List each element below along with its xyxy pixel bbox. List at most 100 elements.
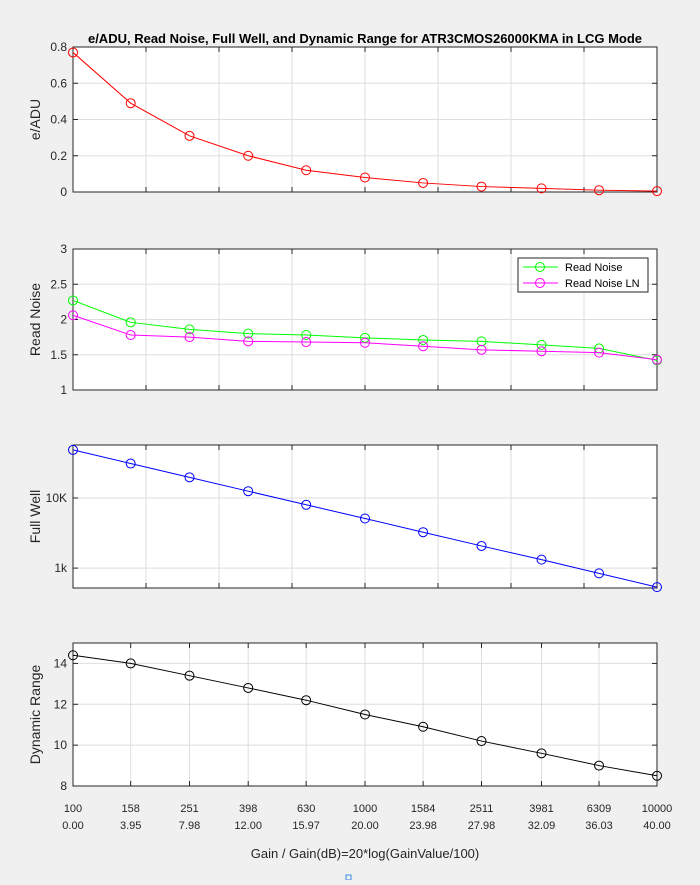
data-point — [418, 527, 429, 538]
data-point — [476, 344, 487, 355]
data-point — [476, 540, 487, 551]
y-tick-label: 10K — [46, 491, 67, 505]
data-point — [68, 310, 78, 321]
data-point — [360, 337, 370, 348]
data-point — [125, 330, 136, 341]
data-point — [301, 330, 312, 341]
data-point — [476, 181, 487, 192]
data-point — [594, 760, 605, 771]
data-point — [184, 324, 195, 335]
data-point — [184, 670, 195, 681]
axes-box — [72, 642, 658, 787]
x-tick-label-db: 32.09 — [528, 820, 556, 832]
y-axis-label: e/ADU — [27, 99, 43, 140]
data-point — [536, 748, 547, 759]
data-point — [418, 334, 429, 345]
x-tick-label-gain: 6309 — [587, 803, 611, 815]
data-point — [418, 341, 429, 352]
subplot-1: 0 0.2 0.4 0.6 0.8 e/ADU — [27, 40, 662, 199]
axes-box — [72, 46, 658, 193]
x-tick-label-db: 20.00 — [351, 820, 379, 832]
y-tick-label: 10 — [54, 738, 68, 752]
data-point — [68, 47, 78, 58]
legend-marker — [535, 278, 545, 288]
y-tick-label: 1k — [54, 561, 68, 575]
data-point — [243, 150, 254, 161]
data-point — [536, 339, 547, 350]
data-point — [301, 695, 312, 706]
figure-handle — [345, 874, 352, 881]
data-point — [301, 165, 312, 176]
x-tick-label-db: 27.98 — [468, 820, 496, 832]
y-tick-label: 8 — [60, 779, 67, 793]
x-tick-label-db: 40.00 — [643, 820, 671, 832]
subplot-4: 8 10 12 14 Dynamic Range — [27, 642, 662, 793]
data-point — [360, 172, 370, 183]
legend-entry: Read Noise — [565, 262, 622, 274]
data-point — [301, 337, 312, 348]
x-tick-label-db: 12.00 — [234, 820, 262, 832]
series-line — [72, 52, 658, 192]
x-tick-label-db: 7.98 — [179, 820, 200, 832]
x-tick-label-gain: 100 — [64, 803, 82, 815]
legend-entry: Read Noise LN — [565, 278, 640, 290]
y-tick-label: 0 — [60, 185, 67, 199]
data-point — [243, 336, 254, 347]
x-tick-label-gain: 398 — [239, 803, 257, 815]
data-point — [184, 130, 195, 141]
series-line — [72, 654, 658, 777]
data-point — [68, 650, 78, 661]
x-tick-label-gain: 1584 — [411, 803, 435, 815]
data-point — [652, 186, 662, 197]
x-tick-label-gain: 630 — [297, 803, 315, 815]
data-point — [476, 336, 487, 347]
y-axis-label: Full Well — [27, 490, 43, 543]
legend-marker — [535, 262, 545, 272]
data-point — [652, 354, 662, 365]
series-line — [72, 449, 658, 588]
y-tick-label: 2 — [60, 313, 67, 327]
data-point — [536, 183, 547, 194]
data-point — [418, 721, 429, 732]
data-point — [243, 328, 254, 339]
y-tick-label: 0.8 — [50, 40, 67, 54]
data-point — [418, 177, 429, 188]
x-tick-label-db: 0.00 — [62, 820, 83, 832]
data-point — [536, 554, 547, 565]
y-axis-label: Dynamic Range — [27, 664, 43, 764]
data-point — [125, 317, 136, 328]
data-point — [594, 568, 605, 579]
x-tick-label-gain: 10000 — [642, 803, 673, 815]
axes-box — [72, 444, 658, 589]
y-tick-label: 2.5 — [50, 277, 67, 291]
y-tick-label: 0.2 — [50, 149, 67, 163]
data-point — [594, 185, 605, 196]
x-tick-label-db: 23.98 — [409, 820, 437, 832]
chart-title: e/ADU, Read Noise, Full Well, and Dynami… — [88, 31, 642, 46]
x-tick-label-gain: 2511 — [470, 803, 494, 815]
series-line — [72, 314, 658, 361]
x-tick-label-gain: 1000 — [353, 803, 377, 815]
data-point — [125, 98, 136, 109]
x-tick-label-db: 36.03 — [585, 820, 613, 832]
legend: Read Noise Read Noise LN — [517, 257, 649, 293]
data-point — [594, 347, 605, 358]
y-tick-label: 0.6 — [50, 76, 67, 90]
x-tick-label-gain: 3981 — [529, 803, 553, 815]
data-point — [125, 458, 136, 469]
data-point — [184, 332, 195, 343]
data-point — [360, 709, 370, 720]
y-tick-label: 12 — [54, 697, 68, 711]
y-tick-label: 1 — [60, 383, 67, 397]
data-point — [652, 582, 662, 593]
y-tick-label: 14 — [54, 656, 68, 670]
data-point — [68, 444, 78, 455]
data-point — [301, 499, 312, 510]
y-tick-label: 0.4 — [50, 113, 67, 127]
x-tick-label-db: 15.97 — [292, 820, 320, 832]
data-point — [68, 295, 78, 306]
data-point — [360, 513, 370, 524]
